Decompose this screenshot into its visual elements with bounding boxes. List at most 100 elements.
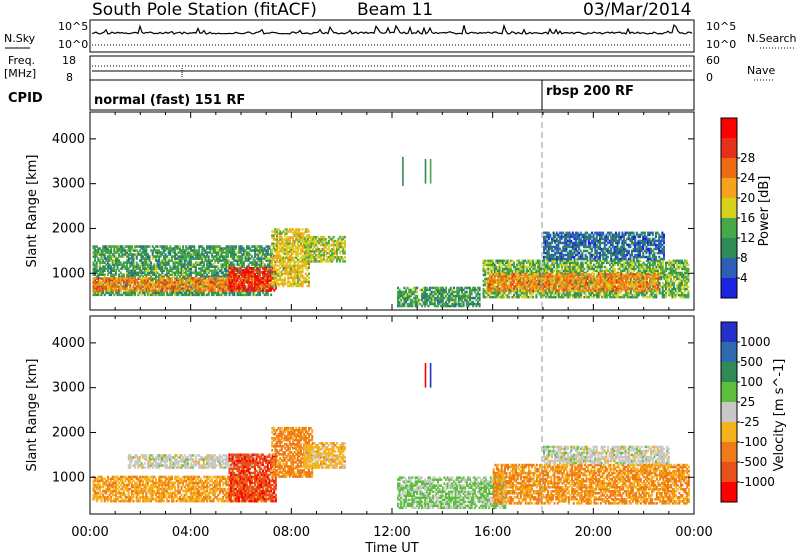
power-cell <box>204 277 207 280</box>
power-cell <box>287 252 290 255</box>
power-cell <box>130 257 133 260</box>
power-cell <box>271 268 274 272</box>
power-cell <box>119 247 122 250</box>
power-cell <box>92 253 95 256</box>
power-cell <box>138 275 141 278</box>
power-cell <box>183 291 186 295</box>
power-cell <box>257 271 260 274</box>
power-cell <box>92 255 95 258</box>
power-cell <box>116 259 119 262</box>
power-cell <box>223 293 226 297</box>
power-cell <box>284 232 286 235</box>
power-cell <box>166 267 169 270</box>
power-cell <box>98 281 101 284</box>
power-cell <box>287 236 290 239</box>
power-cell <box>212 257 215 260</box>
power-cell <box>169 273 172 276</box>
power-cell <box>97 269 100 272</box>
power-cell <box>250 285 253 288</box>
power-cell <box>270 253 273 256</box>
power-cell <box>98 251 101 254</box>
power-cell <box>285 228 288 231</box>
power-cell <box>177 291 180 295</box>
power-cell <box>217 281 220 285</box>
power-cell <box>186 277 189 280</box>
power-cell <box>118 269 121 272</box>
power-cell <box>140 279 143 282</box>
power-cell <box>280 246 283 249</box>
power-cell <box>92 293 95 297</box>
power-cell <box>142 263 145 266</box>
power-cell <box>110 289 113 293</box>
power-cell <box>188 257 191 260</box>
power-cell <box>228 273 231 276</box>
power-cell <box>288 258 291 261</box>
power-cell <box>260 289 263 293</box>
power-cell <box>231 269 234 272</box>
power-cell <box>134 291 137 295</box>
power-cell <box>94 283 97 286</box>
power-cell <box>532 259 535 263</box>
power-cell <box>218 255 221 258</box>
power-cell <box>102 265 105 268</box>
power-cell <box>124 251 127 254</box>
power-cell <box>201 275 204 278</box>
power-cell <box>254 251 257 254</box>
power-cell <box>207 255 210 258</box>
power-cell <box>206 251 209 254</box>
power-cell <box>119 283 122 286</box>
power-cell <box>98 293 101 297</box>
power-cell <box>204 279 207 282</box>
power-cell <box>262 251 265 254</box>
power-cell <box>159 245 162 248</box>
power-cell <box>175 265 178 268</box>
power-cell <box>137 245 140 248</box>
power-cell <box>130 253 133 256</box>
power-cell <box>116 249 119 252</box>
power-cell <box>102 255 105 258</box>
power-cell <box>183 255 186 258</box>
power-cell <box>190 287 193 291</box>
power-cell <box>220 249 223 252</box>
power-cell <box>182 283 185 286</box>
power-cell <box>151 253 154 256</box>
power-cell <box>255 275 258 278</box>
power-cell <box>206 253 209 256</box>
power-cell <box>255 285 258 288</box>
power-cell <box>258 287 261 290</box>
power-cell <box>260 259 263 262</box>
power-cell <box>185 247 188 250</box>
power-cell <box>276 232 278 235</box>
power-cell <box>178 251 181 254</box>
power-cell <box>282 268 285 272</box>
power-cell <box>166 283 169 287</box>
power-cell <box>212 265 215 268</box>
power-cell <box>105 283 108 286</box>
power-cell <box>279 266 282 269</box>
power-cell <box>94 285 97 288</box>
power-cell <box>249 287 252 291</box>
power-cell <box>154 273 157 276</box>
power-cell <box>266 283 269 286</box>
power-cell <box>151 291 154 295</box>
power-cell <box>175 275 178 278</box>
power-cell <box>239 257 242 260</box>
power-cell <box>178 281 181 284</box>
power-cell <box>95 287 98 290</box>
power-cell <box>215 277 218 280</box>
power-cell <box>116 245 119 248</box>
power-cell <box>266 291 269 295</box>
power-cell <box>258 275 261 278</box>
power-cell <box>174 257 177 260</box>
power-cell <box>199 289 202 292</box>
power-cell <box>250 287 253 290</box>
power-cell <box>169 285 172 288</box>
power-cell <box>274 256 277 259</box>
power-cell <box>162 277 165 280</box>
power-cell <box>142 265 145 268</box>
power-cell <box>132 287 135 290</box>
power-cell <box>260 277 263 280</box>
power-cell <box>126 253 129 256</box>
power-cell <box>172 283 175 286</box>
power-cell <box>153 289 156 292</box>
